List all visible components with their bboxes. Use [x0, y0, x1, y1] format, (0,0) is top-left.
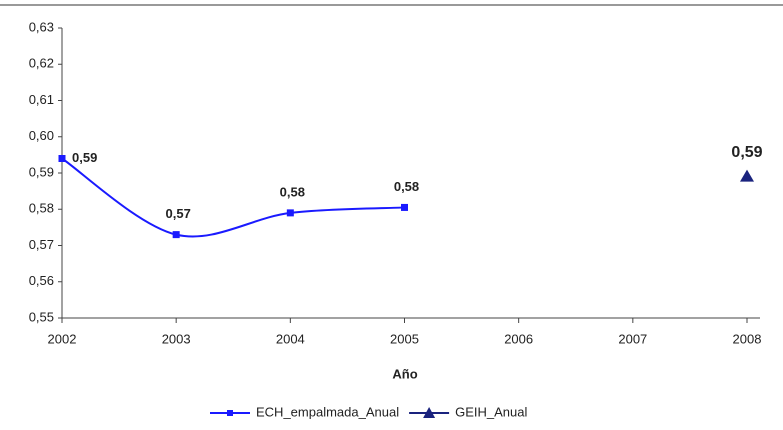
x-tick-label: 2003	[162, 331, 191, 346]
y-tick-label: 0,57	[29, 237, 54, 252]
marker	[172, 231, 180, 239]
legend-marker	[423, 407, 436, 418]
x-tick-label: 2006	[504, 331, 533, 346]
value-label: 0,59	[72, 150, 97, 165]
x-tick-label: 2002	[48, 331, 77, 346]
x-tick-label: 2005	[390, 331, 419, 346]
x-axis-title: Año	[392, 366, 417, 381]
y-tick-label: 0,62	[29, 56, 54, 71]
series-line	[61, 157, 405, 238]
y-tick-label: 0,59	[29, 164, 54, 179]
marker	[58, 155, 66, 162]
y-tick-label: 0,58	[29, 201, 54, 216]
y-tick-label: 0,61	[29, 92, 54, 107]
value-label: 0,57	[166, 206, 191, 221]
value-label: 0,59	[731, 144, 762, 161]
legend-marker	[227, 410, 233, 416]
x-tick-label: 2008	[733, 331, 762, 346]
marker	[286, 209, 294, 217]
marker	[401, 203, 408, 211]
x-tick-label: 2007	[618, 331, 647, 346]
y-tick-label: 0,60	[29, 128, 54, 143]
legend-label: GEIH_Anual	[455, 404, 527, 419]
value-label: 0,58	[394, 179, 419, 194]
legend-label: ECH_empalmada_Anual	[256, 404, 399, 419]
value-label: 0,58	[280, 184, 305, 199]
y-tick-label: 0,56	[29, 273, 54, 288]
marker	[740, 169, 754, 182]
y-tick-label: 0,63	[29, 19, 54, 34]
x-tick-label: 2004	[276, 331, 305, 346]
y-tick-label: 0,55	[29, 309, 54, 324]
